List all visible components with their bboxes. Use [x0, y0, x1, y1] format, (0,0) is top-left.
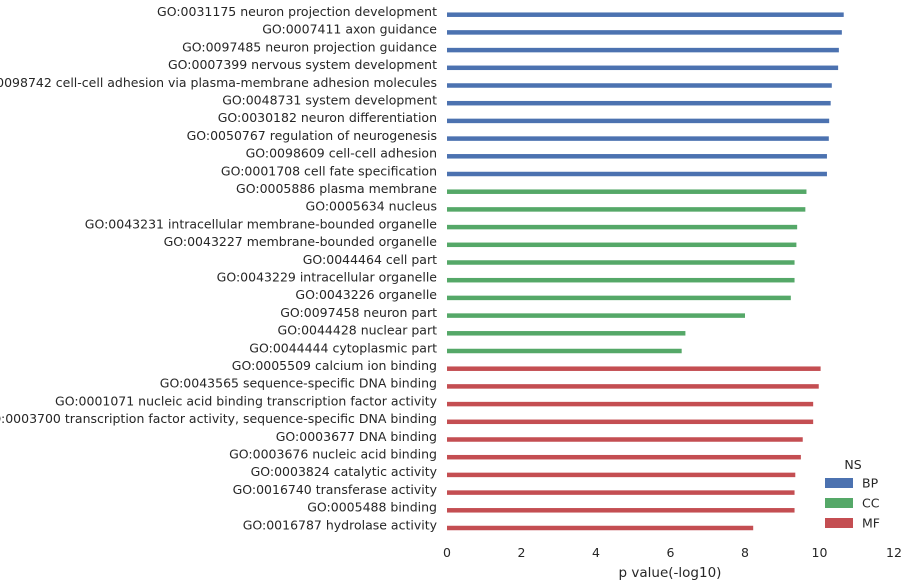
category-label-12: GO:0043231 intracellular membrane-bounde…: [85, 216, 438, 231]
category-label-7: GO:0050767 regulation of neurogenesis: [187, 128, 437, 143]
legend-label-cc: CC: [862, 496, 880, 511]
legend-title: NS: [844, 457, 861, 472]
bar-bp-4: [447, 83, 832, 88]
x-axis: 0 2 4 6 8 10 12: [443, 545, 902, 560]
bar-cc-15: [447, 277, 795, 283]
x-tick-label-1: 2: [518, 545, 526, 560]
category-label-2: GO:0097485 neuron projection guidance: [182, 39, 437, 54]
bar-bp-9: [447, 171, 827, 177]
bar-mf-24: [447, 437, 803, 442]
bar-cc-19: [447, 348, 682, 354]
x-axis-title: p value(-log10): [619, 565, 722, 581]
legend-swatch-cc: [825, 498, 853, 508]
bar-bp-6: [447, 118, 830, 124]
bar-mf-20: [447, 366, 821, 371]
category-label-26: GO:0003824 catalytic activity: [251, 464, 438, 479]
bar-mf-22: [447, 401, 814, 407]
category-label-28: GO:0005488 binding: [307, 500, 437, 515]
x-tick-label-0: 0: [443, 545, 451, 560]
category-label-6: GO:0030182 neuron differentiation: [218, 110, 437, 125]
category-labels: GO:0031175 neuron projection development…: [0, 4, 438, 532]
category-label-8: GO:0098609 cell-cell adhesion: [246, 146, 437, 161]
category-label-23: GO:0003700 transcription factor activity…: [0, 411, 437, 426]
bar-mf-26: [447, 472, 796, 478]
legend-label-bp: BP: [862, 476, 879, 491]
category-label-4: GO:0098742 cell-cell adhesion via plasma…: [0, 75, 437, 90]
category-label-11: GO:0005634 nucleus: [306, 199, 437, 214]
bar-cc-11: [447, 207, 806, 212]
bar-cc-13: [447, 242, 797, 248]
category-label-10: GO:0005886 plasma membrane: [236, 181, 437, 196]
bar-cc-12: [447, 224, 798, 230]
bar-bp-5: [447, 100, 831, 106]
bar-bp-1: [447, 30, 842, 35]
legend-swatch-mf: [825, 518, 853, 528]
x-tick-label-5: 10: [812, 545, 828, 560]
bar-cc-16: [447, 295, 791, 301]
bar-mf-21: [447, 384, 819, 389]
category-label-25: GO:0003676 nucleic acid binding: [229, 447, 437, 462]
x-tick-label-6: 12: [886, 545, 902, 560]
category-label-1: GO:0007411 axon guidance: [262, 22, 437, 37]
legend-swatch-bp: [825, 478, 853, 488]
category-label-22: GO:0001071 nucleic acid binding transcri…: [55, 393, 438, 408]
category-label-29: GO:0016787 hydrolase activity: [243, 517, 438, 532]
bar-bp-8: [447, 154, 827, 159]
x-tick-label-2: 4: [592, 545, 600, 560]
bar-mf-29: [447, 525, 754, 531]
bar-mf-28: [447, 508, 795, 513]
bar-cc-18: [447, 331, 686, 336]
category-label-18: GO:0044428 nuclear part: [278, 323, 438, 338]
category-label-5: GO:0048731 system development: [222, 93, 437, 108]
bar-mf-23: [447, 419, 814, 425]
bar-bp-3: [447, 65, 839, 71]
category-label-0: GO:0031175 neuron projection development: [157, 4, 437, 19]
category-label-21: GO:0043565 sequence-specific DNA binding: [160, 376, 437, 391]
legend: NS BP CC MF: [825, 457, 880, 531]
bar-mf-25: [447, 454, 801, 460]
x-tick-label-3: 6: [667, 545, 675, 560]
category-label-16: GO:0043226 organelle: [295, 287, 437, 302]
bar-cc-17: [447, 313, 745, 318]
category-label-27: GO:0016740 transferase activity: [233, 482, 438, 497]
category-label-9: GO:0001708 cell fate specification: [221, 163, 437, 178]
legend-label-mf: MF: [862, 516, 880, 531]
bar-cc-14: [447, 260, 795, 265]
bar-bp-0: [447, 12, 844, 17]
bars-layer: [447, 12, 844, 531]
bar-bp-2: [447, 47, 839, 53]
category-label-19: GO:0044444 cytoplasmic part: [249, 340, 437, 355]
category-label-20: GO:0005509 calcium ion binding: [232, 358, 437, 373]
category-label-15: GO:0043229 intracellular organelle: [217, 270, 438, 285]
bar-mf-27: [447, 490, 795, 495]
category-label-17: GO:0097458 neuron part: [280, 305, 437, 320]
bar-bp-7: [447, 136, 829, 141]
category-label-13: GO:0043227 membrane-bounded organelle: [164, 234, 438, 249]
x-tick-label-4: 8: [741, 545, 749, 560]
category-label-3: GO:0007399 nervous system development: [168, 57, 437, 72]
category-label-14: GO:0044464 cell part: [303, 252, 437, 267]
bar-cc-10: [447, 189, 807, 194]
category-label-24: GO:0003677 DNA binding: [276, 429, 437, 444]
